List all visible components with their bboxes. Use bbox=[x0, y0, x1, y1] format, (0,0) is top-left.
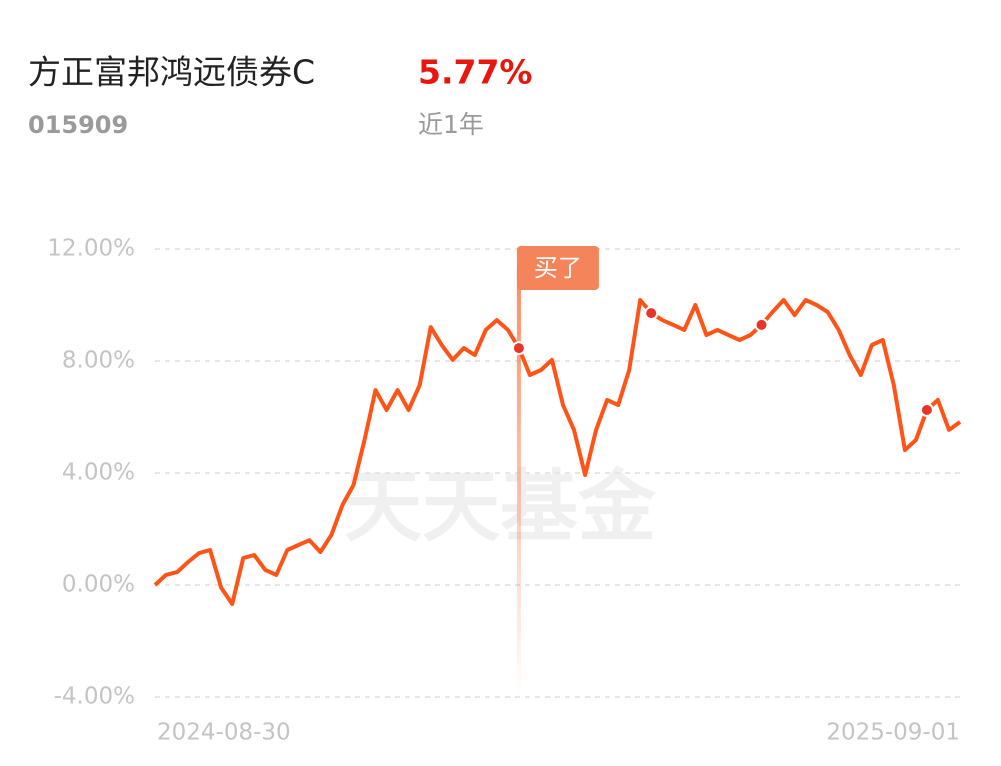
buy-line bbox=[516, 268, 521, 697]
fund-code: 015909 bbox=[28, 111, 128, 139]
y-tick-label: 12.00% bbox=[47, 236, 135, 262]
trade-dot bbox=[754, 317, 769, 332]
y-tick-label: 8.00% bbox=[62, 348, 135, 374]
nav-line bbox=[153, 298, 962, 606]
return-value: 5.77% bbox=[418, 53, 533, 92]
period-label: 近1年 bbox=[418, 110, 484, 139]
watermark: 天天基金 bbox=[344, 462, 657, 552]
buy-tag bbox=[516, 246, 599, 290]
x-tick-label: 2025-09-01 bbox=[826, 720, 960, 746]
y-tick-label: 4.00% bbox=[62, 460, 135, 486]
trade-dot bbox=[919, 403, 934, 417]
x-tick-label: 2024-08-30 bbox=[157, 720, 291, 746]
y-tick-label: -4.00% bbox=[54, 684, 135, 710]
y-tick-label: 0.00% bbox=[62, 572, 135, 598]
trade-dot bbox=[644, 306, 659, 321]
buy-tag-label: 买了 bbox=[534, 254, 582, 282]
fund-title: 方正富邦鸿远债券C bbox=[28, 53, 315, 92]
trade-dot bbox=[511, 341, 526, 356]
